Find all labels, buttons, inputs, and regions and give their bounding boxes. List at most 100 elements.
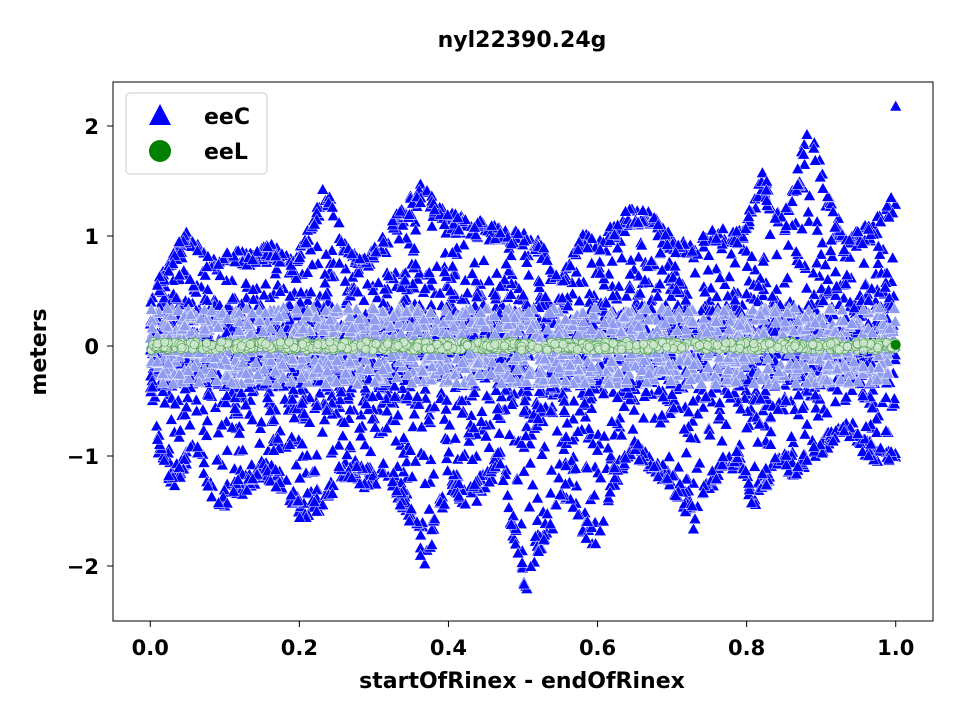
eec-point <box>879 391 893 403</box>
eec-point <box>168 397 182 409</box>
eec-point <box>611 241 625 254</box>
eec-point <box>254 415 268 428</box>
eec-point <box>702 249 716 261</box>
eec-point <box>597 278 611 290</box>
eec-point <box>378 282 392 295</box>
eec-point <box>586 437 600 449</box>
eec-point <box>245 413 259 425</box>
eec-point <box>810 223 824 236</box>
eec-point <box>490 266 504 279</box>
eec-point <box>802 214 816 227</box>
eec-point <box>526 478 540 490</box>
eec-point <box>679 472 693 485</box>
eec-point <box>400 455 414 467</box>
eec-point <box>270 262 284 274</box>
eec-point <box>448 431 462 444</box>
eec-point <box>407 407 421 419</box>
eec-point <box>651 289 665 302</box>
eec-point <box>310 448 324 460</box>
eec-point <box>873 247 887 260</box>
eec-point <box>754 392 767 405</box>
eec-point <box>701 263 715 276</box>
eec-point <box>567 394 581 407</box>
eec-point <box>285 430 299 443</box>
eec-point <box>295 437 309 449</box>
eec-point <box>713 396 727 408</box>
eec-point <box>626 422 640 435</box>
eec-point <box>633 286 647 299</box>
eec-point <box>704 281 718 294</box>
eec-point <box>750 295 764 307</box>
eec-point <box>796 401 809 414</box>
eec-point <box>469 274 483 286</box>
eec-point <box>271 278 285 291</box>
plot-area <box>143 99 903 594</box>
eec-point <box>422 502 436 515</box>
eec-point <box>612 279 626 292</box>
eec-point <box>523 456 537 469</box>
eec-point <box>267 443 281 456</box>
eec-point <box>696 400 710 413</box>
eec-point <box>865 282 879 294</box>
eec-point <box>584 392 597 405</box>
eec-point <box>427 467 441 480</box>
eec-point <box>593 255 607 267</box>
eec-point <box>807 288 821 300</box>
eec-point <box>201 283 215 295</box>
eec-point <box>781 238 795 251</box>
eec-point <box>829 288 843 301</box>
eec-point <box>693 456 707 469</box>
eec-point <box>550 424 564 437</box>
chart-title: nyl22390.24g <box>438 28 607 53</box>
eec-point <box>381 269 395 281</box>
eec-point <box>425 272 439 285</box>
eec-point <box>442 445 456 458</box>
eec-point <box>422 265 436 278</box>
eec-point <box>514 517 528 529</box>
eec-point <box>522 268 536 281</box>
eec-point <box>239 276 253 289</box>
eec-point <box>245 458 259 470</box>
eec-point <box>221 299 235 311</box>
eec-point <box>412 397 426 410</box>
eec-point <box>391 408 405 421</box>
eec-point <box>654 245 667 258</box>
eec-point <box>679 446 693 458</box>
eec-point <box>181 391 195 403</box>
eec-point <box>523 500 536 512</box>
eec-point <box>688 266 702 278</box>
eec-point <box>713 409 727 422</box>
eec-point <box>455 394 469 406</box>
eec-point <box>597 387 611 399</box>
eec-point <box>703 428 717 441</box>
eec-point <box>713 271 727 283</box>
eec-point <box>239 398 253 411</box>
eec-point <box>815 282 829 294</box>
eec-point <box>745 249 759 262</box>
eec-point <box>406 420 420 432</box>
eec-point <box>361 277 374 290</box>
eec-point <box>597 429 611 442</box>
eec-point <box>638 273 652 286</box>
eec-point <box>687 522 700 535</box>
eec-point <box>810 256 824 269</box>
eec-point <box>635 238 649 251</box>
eec-point <box>220 443 234 456</box>
eec-point <box>343 439 357 451</box>
eec-point <box>865 401 879 413</box>
eec-point <box>582 385 596 397</box>
eec-point <box>325 243 339 256</box>
eec-point <box>482 274 496 286</box>
eec-point <box>425 538 439 550</box>
eec-point <box>359 397 373 409</box>
eec-point <box>800 417 814 430</box>
eec-point <box>824 244 838 256</box>
eec-point <box>809 401 823 414</box>
eec-point <box>715 434 729 447</box>
eec-point <box>439 402 453 415</box>
eec-point <box>477 254 491 266</box>
eec-point <box>580 461 594 473</box>
eec-point <box>259 277 273 290</box>
eec-point <box>637 411 650 424</box>
eec-point <box>515 556 529 568</box>
